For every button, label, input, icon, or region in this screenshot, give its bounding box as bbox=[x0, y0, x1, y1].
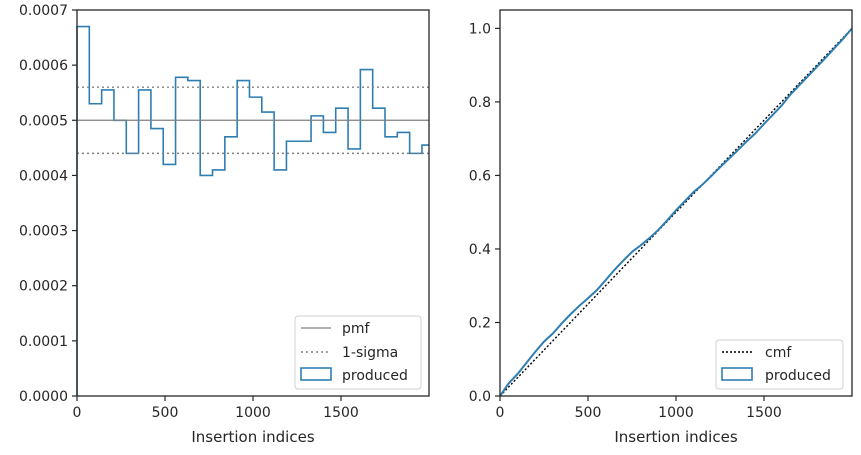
right-y-tick-label: 0.8 bbox=[469, 95, 491, 111]
left-y-tick-label: 0.0006 bbox=[19, 58, 68, 74]
legend-produced-swatch-right bbox=[721, 367, 753, 381]
produced-cumulative-line bbox=[499, 27, 853, 397]
right-legend: cmf produced bbox=[715, 339, 844, 390]
left-x-tick-label: 0 bbox=[73, 405, 82, 421]
left-y-tick-label: 0.0005 bbox=[19, 113, 68, 129]
legend-sigma-label: 1-sigma bbox=[342, 345, 398, 361]
right-y-tick-label: 0.0 bbox=[469, 389, 491, 405]
left-x-tick-label: 500 bbox=[152, 405, 179, 421]
right-y-tick-label: 1.0 bbox=[469, 21, 491, 37]
right-x-tick-label: 0 bbox=[496, 405, 505, 421]
left-y-tick-label: 0.0000 bbox=[19, 389, 68, 405]
left-legend-box bbox=[294, 315, 422, 390]
legend-cmf-label: cmf bbox=[765, 345, 792, 361]
right-x-tick-label: 500 bbox=[575, 405, 602, 421]
left-legend: pmf 1-sigma produced bbox=[294, 315, 422, 390]
cmf-line bbox=[499, 27, 853, 397]
right-x-axis-label: Insertion indices bbox=[614, 428, 737, 446]
left-y-tick-label: 0.0003 bbox=[19, 224, 68, 240]
legend-pmf-label: pmf bbox=[342, 321, 371, 337]
left-y-tick-label: 0.0004 bbox=[19, 168, 68, 184]
right-y-tick-label: 0.6 bbox=[469, 168, 491, 184]
right-y-tick-label: 0.2 bbox=[469, 315, 491, 331]
left-y-tick-label: 0.0002 bbox=[19, 279, 68, 295]
legend-produced-swatch bbox=[300, 367, 332, 381]
left-x-tick-label: 1500 bbox=[323, 405, 359, 421]
right-x-tick-label: 1000 bbox=[658, 405, 694, 421]
right-y-tick-label: 0.4 bbox=[469, 242, 491, 258]
legend-produced-label: produced bbox=[342, 368, 408, 384]
right-x-tick-label: 1500 bbox=[746, 405, 782, 421]
left-x-axis-label: Insertion indices bbox=[191, 428, 314, 446]
left-y-tick-label: 0.0001 bbox=[19, 334, 68, 350]
left-x-tick-label: 1000 bbox=[235, 405, 271, 421]
legend-produced-label-right: produced bbox=[765, 368, 831, 384]
right-panel: 0 500 1000 1500 0.0 0.2 0.4 0.6 0.8 1.0 Insertio… bbox=[469, 9, 853, 446]
left-y-tick-label: 0.0007 bbox=[19, 3, 68, 19]
